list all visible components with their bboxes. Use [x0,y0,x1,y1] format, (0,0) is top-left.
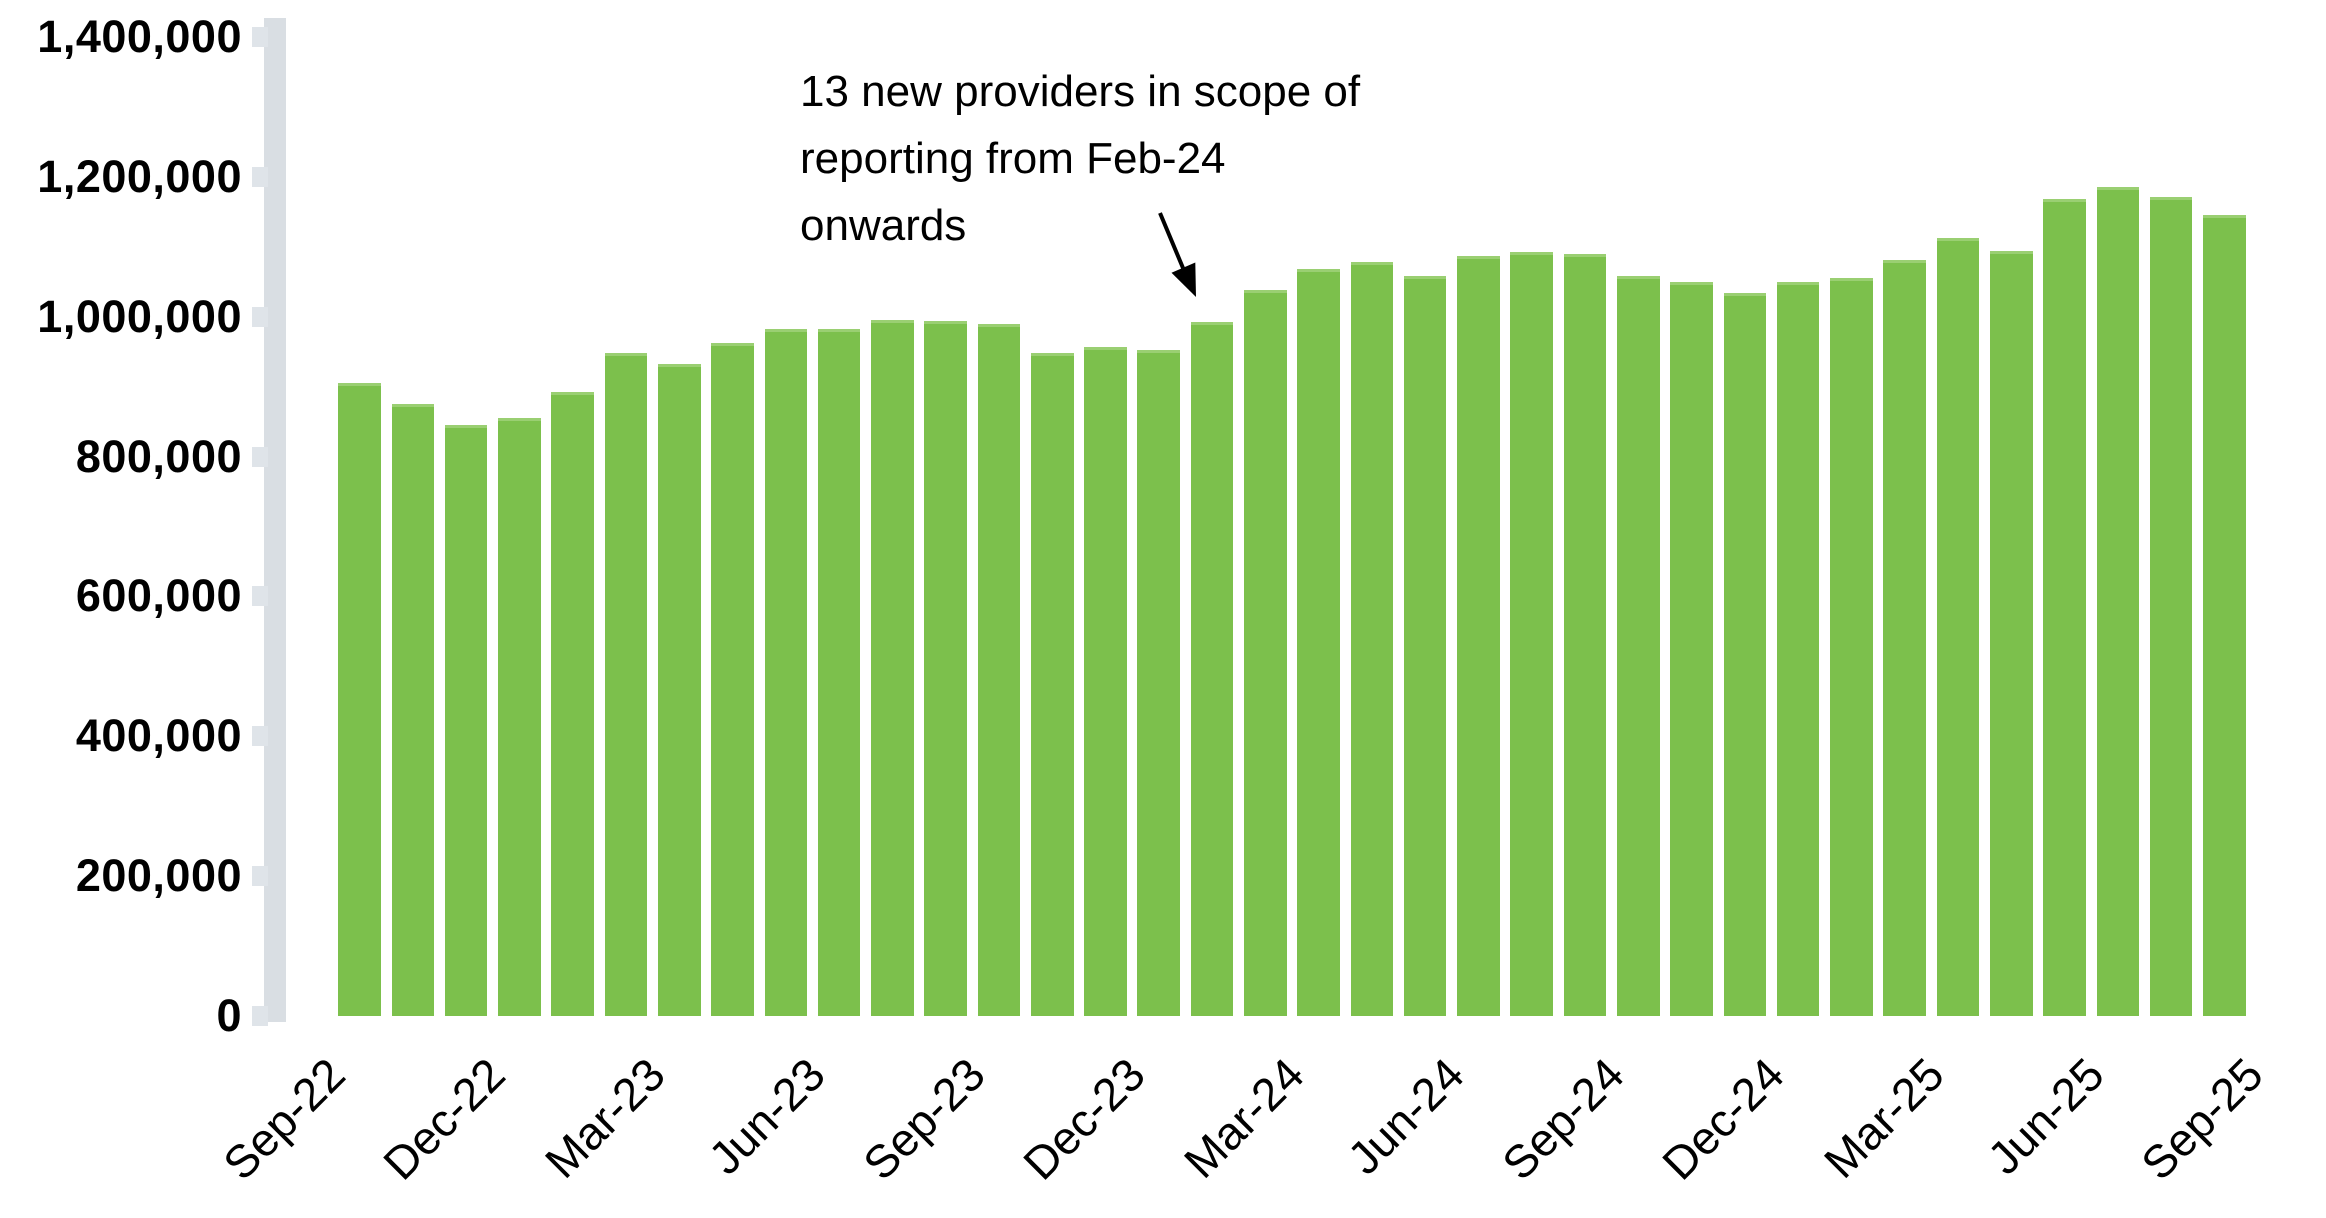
bar-Sep-24 [1563,254,1607,1016]
bar-Mar-23 [604,353,648,1016]
bar-Oct-22 [338,383,381,1016]
bar-Jun-24 [1403,276,1447,1016]
bar-May-24 [1350,262,1394,1016]
y-axis-line [264,18,286,1022]
x-tick-label-Sep-22: Sep-22 [213,1048,356,1190]
bar-Apr-23 [657,363,701,1016]
bar-Aug-25 [2149,197,2193,1016]
y-tick-label-1000000: 1,000,000 [37,290,242,342]
bar-Sep-25 [2203,215,2246,1016]
y-tick-1400000 [252,27,268,47]
annotation-arrowhead-icon [1171,262,1196,297]
y-tick-200000 [252,866,268,887]
bar-Feb-25 [1830,277,1873,1016]
y-tick-label-800000: 800,000 [75,430,242,482]
y-tick-label-200000: 200,000 [75,850,242,902]
y-tick-1200000 [252,166,268,187]
bar-May-23 [711,342,754,1016]
bar-Nov-22 [391,404,435,1016]
bar-Dec-23 [1084,347,1127,1016]
bar-Oct-24 [1617,276,1660,1016]
bar-Dec-24 [1723,292,1767,1016]
bar-Dec-22 [444,425,488,1016]
bar-Apr-24 [1297,269,1340,1016]
bar-Feb-24 [1190,322,1234,1016]
bar-Apr-25 [1936,238,1980,1016]
bar-Jun-23 [764,329,808,1016]
bar-Sep-23 [924,320,967,1016]
bar-Jul-23 [817,329,861,1016]
y-tick-label-0: 0 [216,990,242,1041]
bar-Aug-23 [871,320,914,1016]
y-tick-label-1200000: 1,200,000 [37,150,242,202]
annotation-text: 13 new providers in scope of reporting f… [800,67,1361,250]
y-tick-label-600000: 600,000 [75,570,242,622]
bar-Jan-24 [1137,349,1181,1016]
bar-Jul-25 [2096,187,2140,1016]
bar-Feb-23 [551,392,594,1016]
y-tick-800000 [252,446,268,467]
y-tick-600000 [252,586,268,607]
bar-Oct-23 [977,323,1021,1016]
bar-Jan-23 [498,418,541,1016]
bar-Jan-25 [1776,282,1820,1016]
bar-Aug-24 [1510,252,1554,1016]
y-tick-1000000 [252,306,268,327]
bar-Nov-24 [1670,282,1713,1016]
y-tick-400000 [252,726,268,747]
y-tick-0 [252,1006,268,1026]
bar-Mar-24 [1244,290,1287,1016]
y-tick-label-1400000: 1,400,000 [37,11,242,62]
bar-Mar-25 [1883,260,1926,1016]
bar-May-25 [1989,250,2033,1016]
y-tick-label-400000: 400,000 [75,710,242,762]
bar-Nov-23 [1030,353,1074,1016]
bar-Jun-25 [2043,199,2086,1016]
bar-Jul-24 [1457,255,1500,1016]
